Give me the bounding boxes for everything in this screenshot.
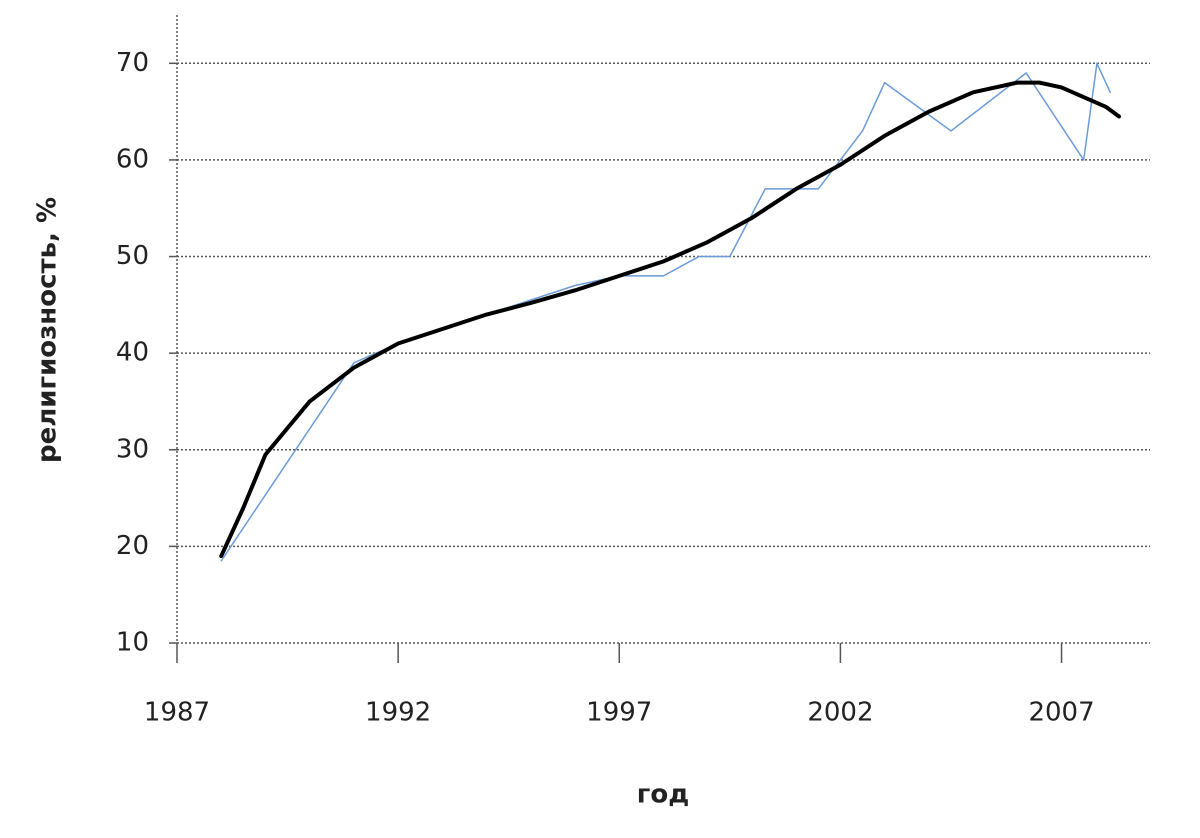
y-tick-label: 70 bbox=[116, 48, 149, 78]
series-line bbox=[219, 80, 1122, 559]
y-tick-label: 30 bbox=[116, 434, 149, 464]
x-tick-label: 1992 bbox=[365, 698, 431, 728]
x-tick-label: 1997 bbox=[586, 698, 652, 728]
y-tick-label: 20 bbox=[116, 531, 149, 561]
y-tick-label: 60 bbox=[116, 144, 149, 174]
x-tick-label: 2002 bbox=[807, 698, 873, 728]
y-axis-label: религиозность, % bbox=[33, 197, 63, 463]
y-tick-label: 50 bbox=[116, 241, 149, 271]
x-tick-label: 2007 bbox=[1028, 698, 1094, 728]
x-tick-label: 1987 bbox=[144, 698, 210, 728]
series-line bbox=[220, 62, 1111, 562]
y-tick-label: 10 bbox=[116, 628, 149, 658]
x-axis-label: год bbox=[637, 780, 689, 810]
y-tick-label: 40 bbox=[116, 338, 149, 368]
